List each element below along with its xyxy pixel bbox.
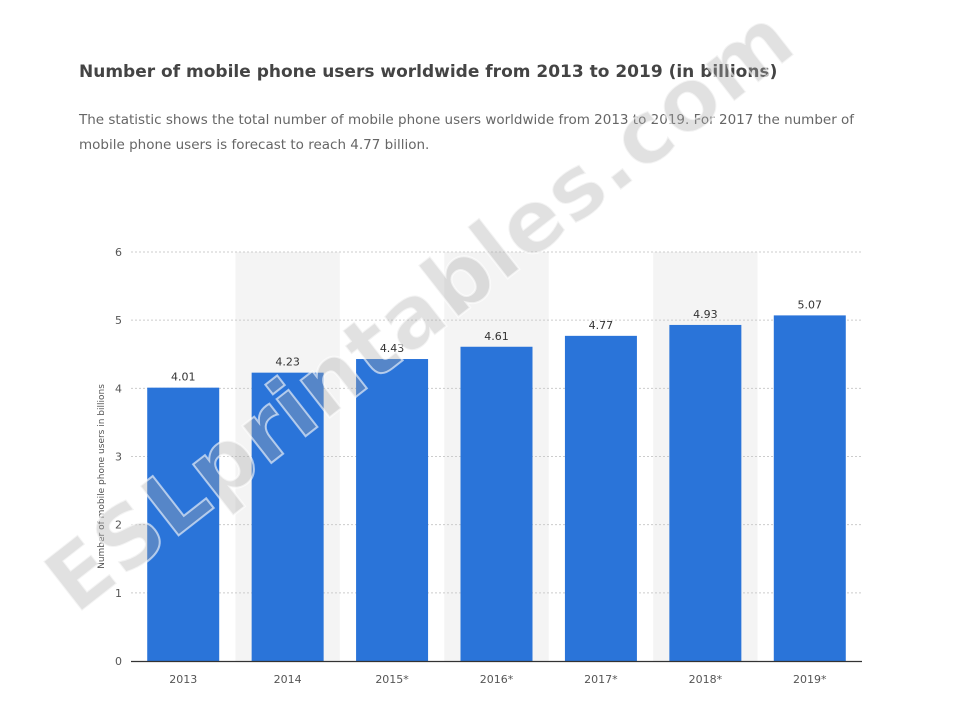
x-tick-label: 2016* (480, 673, 514, 686)
data-label: 4.23 (275, 356, 300, 369)
y-axis-title: Number of mobile phone users in billions (97, 384, 107, 569)
data-label: 4.77 (589, 319, 614, 332)
data-label: 4.01 (171, 371, 196, 384)
data-label: 4.43 (380, 342, 405, 355)
data-label: 5.07 (798, 298, 823, 311)
x-tick-label: 2015* (375, 673, 409, 686)
bar (773, 315, 846, 661)
bar (356, 359, 429, 661)
y-tick-label: 0 (115, 655, 122, 668)
bar (147, 387, 220, 661)
bar (564, 335, 637, 661)
data-label: 4.93 (693, 308, 718, 321)
x-tick-label: 2019* (793, 673, 827, 686)
chart-title: Number of mobile phone users worldwide f… (79, 62, 778, 82)
y-tick-label: 6 (115, 246, 122, 259)
bar (460, 346, 533, 661)
bar (251, 372, 324, 661)
x-tick-label: 2014 (274, 673, 302, 686)
y-tick-label: 2 (115, 519, 122, 532)
data-label: 4.61 (484, 330, 509, 343)
y-tick-label: 4 (115, 382, 122, 395)
y-tick-label: 1 (115, 587, 122, 600)
x-tick-label: 2018* (689, 673, 723, 686)
bar (669, 324, 742, 661)
y-tick-label: 5 (115, 314, 122, 327)
y-tick-label: 3 (115, 451, 122, 464)
chart-subtitle: The statistic shows the total number of … (79, 112, 855, 153)
x-tick-label: 2017* (584, 673, 618, 686)
x-tick-label: 2013 (169, 673, 197, 686)
